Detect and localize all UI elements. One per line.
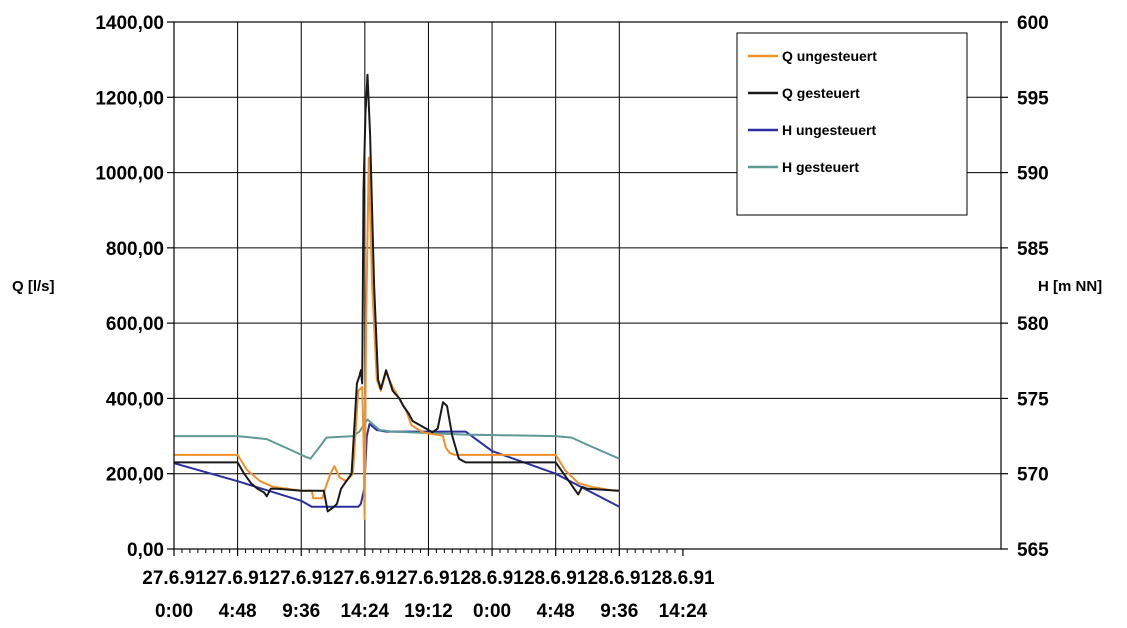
- y2-tick-label: 595: [1017, 88, 1049, 109]
- x-tick-label-time: 9:36: [282, 601, 320, 622]
- legend-box: [736, 32, 968, 216]
- x-tick-label-date: 28.6.91: [524, 568, 588, 589]
- x-tick-label-time: 4:48: [219, 601, 257, 622]
- y2-axis-title: H [m NN]: [1038, 278, 1102, 295]
- y-tick-label: 200,00: [106, 465, 164, 486]
- x-tick-label-time: 0:00: [155, 601, 193, 622]
- y2-tick-label: 600: [1017, 13, 1049, 34]
- y-tick-label: 800,00: [106, 239, 164, 260]
- y2-tick-label: 585: [1017, 239, 1049, 260]
- x-tick-label-date: 27.6.91: [397, 568, 461, 589]
- x-tick-label-time: 0:00: [473, 601, 511, 622]
- legend-label: Q gesteuert: [782, 85, 860, 101]
- y2-tick-label: 575: [1017, 389, 1049, 410]
- legend: Q ungesteuert Q gesteuert H ungesteuert H g…: [736, 32, 968, 216]
- y2-tick-label: 580: [1017, 314, 1049, 335]
- x-tick-label-time: 9:36: [600, 601, 638, 622]
- y-tick-label: 1200,00: [95, 88, 164, 109]
- x-tick-label-date: 28.6.91: [460, 568, 524, 589]
- y-tick-label: 1400,00: [95, 13, 164, 34]
- y2-tick-labels: 565 570 575 580 585 590 595 600: [1017, 13, 1049, 561]
- x-tick-label-date: 27.6.91: [333, 568, 397, 589]
- x-tick-label-time: 14:24: [341, 601, 390, 622]
- x-tick-label-date: 27.6.91: [142, 568, 206, 589]
- x-tick-label-date: 28.6.91: [651, 568, 715, 589]
- legend-label: Q ungesteuert: [782, 48, 877, 64]
- legend-label: H gesteuert: [782, 159, 859, 175]
- x-tick-label-date: 27.6.91: [270, 568, 334, 589]
- series-line-q-gesteuert: [174, 73, 620, 513]
- axes-ticks: [167, 21, 1008, 556]
- y2-tick-label: 565: [1017, 540, 1049, 561]
- y-tick-labels: 0,00 200,00 400,00 600,00 800,00 1000,00 1200,…: [95, 13, 164, 561]
- x-tick-label-time: 4:48: [537, 601, 575, 622]
- y-tick-label: 600,00: [106, 314, 164, 335]
- x-tick-label-date: 28.6.91: [588, 568, 652, 589]
- x-tick-label-time: 19:12: [404, 601, 453, 622]
- series-layer: [173, 73, 620, 520]
- y-tick-label: 1000,00: [95, 164, 164, 185]
- series-line-q-ungesteuert: [174, 156, 620, 520]
- y-tick-label: 0,00: [127, 540, 164, 561]
- x-tick-labels: 27.6.91 0:00 27.6.91 4:48 27.6.91 9:36 27.6.91…: [142, 568, 715, 622]
- y-tick-label: 400,00: [106, 389, 164, 410]
- y-axis-title: Q [l/s]: [12, 278, 55, 295]
- legend-label: H ungesteuert: [782, 122, 876, 138]
- series-line-h-ungesteuert: [173, 423, 620, 508]
- x-tick-label-date: 27.6.91: [206, 568, 270, 589]
- y2-tick-label: 570: [1017, 465, 1049, 486]
- x-tick-label-time: 14:24: [659, 601, 708, 622]
- y2-tick-label: 590: [1017, 164, 1049, 185]
